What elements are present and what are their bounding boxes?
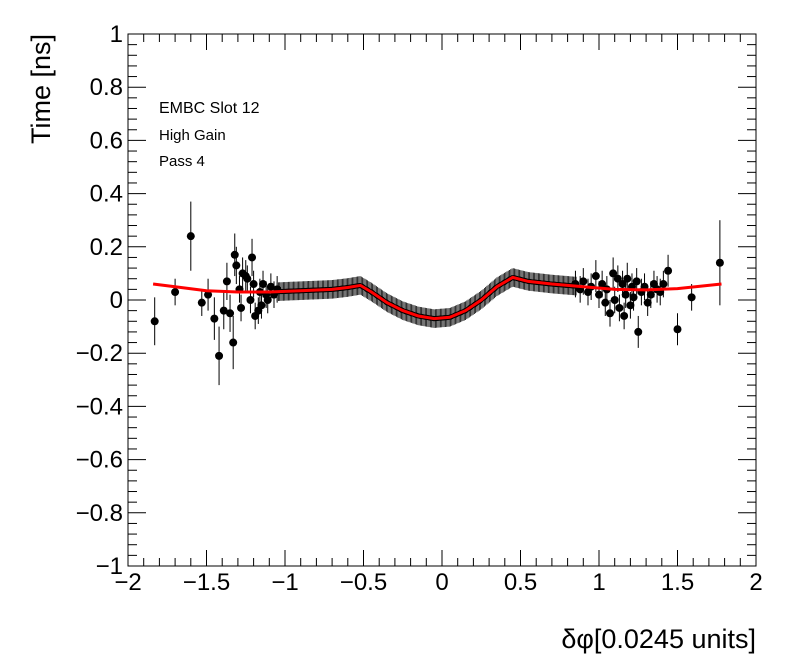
x-tick-label: −1 xyxy=(271,569,298,596)
y-tick-label: −0.8 xyxy=(76,500,123,527)
y-tick-label: 0 xyxy=(110,287,123,314)
data-point xyxy=(626,301,635,310)
data-point xyxy=(249,280,258,289)
data-point xyxy=(634,327,643,336)
data-point xyxy=(186,232,195,241)
data-point xyxy=(629,293,638,302)
axis-ticks xyxy=(127,33,757,567)
x-tick-label: 0 xyxy=(435,569,448,596)
data-point xyxy=(632,277,641,286)
data-point xyxy=(621,290,630,299)
data-point xyxy=(615,303,624,312)
data-point xyxy=(605,309,614,318)
data-point xyxy=(248,253,257,262)
y-tick-label: 0.6 xyxy=(90,127,123,154)
data-point xyxy=(219,306,228,315)
data-point xyxy=(646,290,655,299)
data-point xyxy=(210,314,219,323)
data-point xyxy=(613,274,622,283)
x-tick-label: 1 xyxy=(592,569,605,596)
y-tick-label: −1 xyxy=(96,553,123,580)
data-point xyxy=(620,311,629,320)
x-tick-label: 2 xyxy=(749,569,762,596)
data-point xyxy=(263,296,272,304)
data-point xyxy=(215,351,224,360)
x-tick-label: 1.5 xyxy=(661,569,694,596)
x-tick-label: −0.5 xyxy=(340,569,387,596)
data-point xyxy=(610,296,619,304)
data-point xyxy=(643,298,652,307)
y-axis-title: Time [ns] xyxy=(26,34,56,144)
data-point xyxy=(230,250,239,259)
data-point xyxy=(266,282,275,291)
data-point xyxy=(229,338,238,347)
y-tick-label: 1 xyxy=(110,21,123,48)
central-band xyxy=(274,268,579,328)
annotation-pass: Pass 4 xyxy=(159,153,205,170)
data-point xyxy=(204,290,213,299)
y-tick-label: −0.2 xyxy=(76,340,123,367)
data-point xyxy=(659,280,668,289)
data-point xyxy=(591,272,600,281)
data-point xyxy=(601,298,610,307)
annotation-gain: High Gain xyxy=(159,127,226,144)
data-point xyxy=(259,280,268,289)
y-tick-label: −0.6 xyxy=(76,447,123,474)
data-point xyxy=(243,274,252,283)
x-axis-title: δφ[0.0245 units] xyxy=(561,624,756,654)
y-tick-label: −0.4 xyxy=(76,393,123,420)
data-point xyxy=(595,290,603,299)
data-point xyxy=(222,277,231,286)
x-tick-label: −2 xyxy=(114,569,141,596)
data-point xyxy=(598,280,607,289)
tick-labels: −2 −1.5 −1 −0.5 0 0.5 1 1.5 2 −1 −0.8 −0.6 −0.4 −0.2 0… xyxy=(76,21,763,596)
data-point xyxy=(715,258,724,267)
fit-curve xyxy=(152,275,722,321)
data-point xyxy=(226,309,235,318)
data-point xyxy=(618,280,627,289)
y-tick-label: 0.4 xyxy=(90,181,123,208)
data-point xyxy=(609,269,618,278)
data-point xyxy=(687,293,696,302)
data-point xyxy=(197,298,206,307)
x-tick-label: −1.5 xyxy=(183,569,230,596)
data-point xyxy=(623,274,632,283)
annotation-detector: EMBC Slot 12 xyxy=(159,100,260,117)
data-point xyxy=(664,266,673,275)
x-tick-label: 0.5 xyxy=(504,569,537,596)
data-point xyxy=(171,288,180,297)
data-point xyxy=(257,301,266,310)
data-point xyxy=(246,296,255,304)
y-tick-label: 0.2 xyxy=(90,234,123,261)
data-point xyxy=(673,325,682,334)
data-point xyxy=(232,261,241,270)
data-point xyxy=(237,303,246,312)
data-point xyxy=(579,277,588,286)
data-point xyxy=(150,317,159,326)
y-tick-label: 0.8 xyxy=(90,74,123,101)
